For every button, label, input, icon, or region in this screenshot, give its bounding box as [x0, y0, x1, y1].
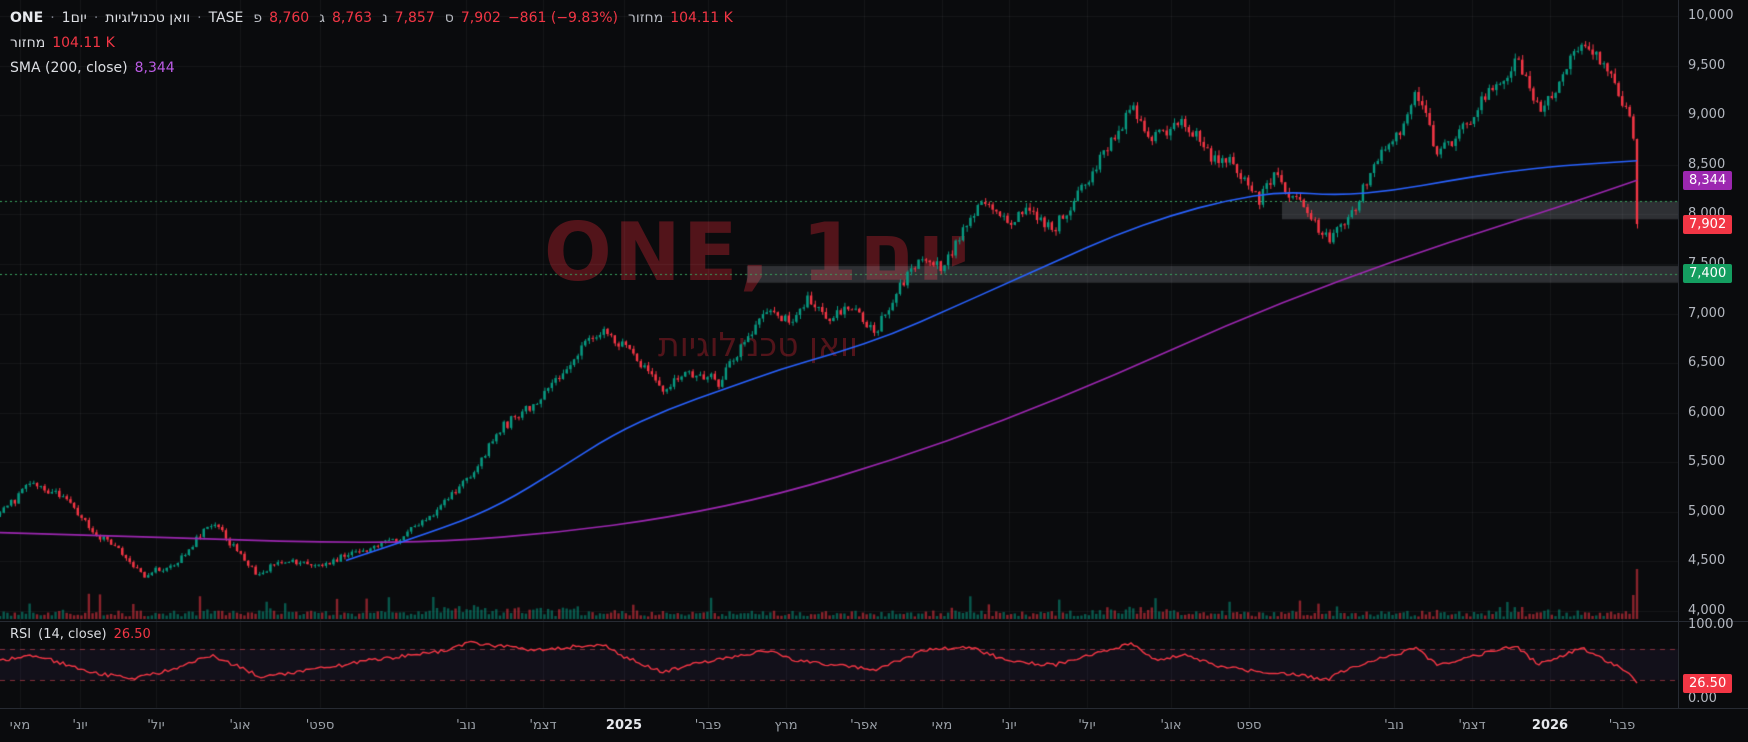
time-axis-month-label: נוב'	[1384, 718, 1404, 733]
rsi-legend-row[interactable]: RSI (14, close) 26.50	[10, 627, 151, 642]
volume-indicator-value: 104.11 K	[52, 34, 115, 51]
close-label: ס	[444, 9, 454, 26]
interval-label: 1יום	[61, 9, 87, 26]
price-tick: 6,500	[1688, 355, 1726, 371]
main-chart-canvas[interactable]	[0, 0, 1678, 742]
volume-label: מחזור	[627, 9, 664, 26]
close-value: 7,902	[460, 9, 501, 26]
symbol-name: ONE	[10, 9, 44, 26]
high-label: ג	[319, 9, 325, 26]
time-axis-month-label: מרץ	[774, 718, 798, 733]
time-axis-month-label: יונ'	[1001, 718, 1017, 733]
price-tick: 4,000	[1688, 603, 1726, 618]
volume-value: 104.11 K	[670, 9, 733, 26]
price-tick: 9,000	[1688, 107, 1726, 123]
time-axis[interactable]: מאי יונ' יול' אוג' ספט' נוב' דצמ' 2025 פבר' מרץ אפ…	[0, 708, 1748, 742]
rsi-scale-tick: 0.00	[1688, 691, 1717, 706]
time-axis-year-label: 2025	[605, 718, 643, 733]
price-tick: 5,000	[1688, 503, 1726, 519]
high-value: 8,763	[331, 9, 373, 26]
open-label: פ	[253, 9, 263, 26]
time-axis-month-label: יונ'	[72, 718, 88, 733]
time-axis-month-label: ספט	[1236, 718, 1262, 733]
price-tick: 6,000	[1688, 404, 1726, 420]
price-tick: 10,000	[1688, 8, 1734, 23]
time-axis-month-label: אוג'	[229, 718, 251, 733]
time-axis-month-label: מאי	[9, 718, 31, 733]
alert-price-label[interactable]: 7,400	[1683, 264, 1733, 284]
volume-legend-row[interactable]: מחזור 104.11 K	[10, 32, 733, 53]
price-tick: 8,500	[1688, 156, 1726, 172]
time-axis-month-label: ספט'	[305, 718, 335, 733]
price-scale[interactable]: 10,0009,5009,0008,5008,0007,5007,0006,50…	[1678, 0, 1748, 708]
rsi-indicator-value: 26.50	[113, 627, 151, 642]
volume-indicator-label: מחזור	[10, 34, 46, 51]
rsi-value-label[interactable]: 26.50	[1683, 673, 1733, 693]
low-value: 7,857	[394, 9, 435, 26]
price-tick: 4,500	[1688, 553, 1726, 569]
time-axis-month-label: דצמ'	[1458, 718, 1486, 733]
sma-price-label[interactable]: 8,344	[1683, 170, 1733, 190]
company-name: וואן טכנולוגיות	[105, 9, 191, 26]
price-tick: 5,500	[1688, 454, 1726, 470]
legend-separator: ·	[50, 9, 55, 26]
time-axis-month-label: פבר'	[1608, 718, 1636, 733]
time-axis-month-label: נוב'	[456, 718, 476, 733]
change-value: −861 (−9.83%)	[507, 9, 618, 26]
time-axis-month-label: מאי	[931, 718, 953, 733]
rsi-indicator-params: (14, close)	[38, 627, 107, 642]
time-axis-month-label: יול'	[1078, 718, 1096, 733]
pane-separator[interactable]	[0, 621, 1748, 622]
price-tick: 7,000	[1688, 305, 1726, 321]
legend-separator: ·	[93, 9, 99, 26]
low-label: נ	[382, 9, 388, 26]
exchange-name: TASE	[208, 9, 244, 26]
time-axis-month-label: אפר'	[850, 718, 878, 733]
last-price-label[interactable]: 7,902	[1683, 214, 1733, 234]
time-axis-month-label: פבר'	[694, 718, 722, 733]
open-value: 8,760	[269, 9, 310, 26]
time-axis-month-label: אוג'	[1160, 718, 1182, 733]
symbol-legend-row[interactable]: ONE · 1יום · וואן טכנולוגיות · TASE פ 8,…	[10, 7, 733, 28]
time-axis-month-label: יול'	[147, 718, 165, 733]
time-axis-year-label: 2026	[1531, 718, 1569, 733]
rsi-scale-tick: 100.00	[1688, 617, 1734, 632]
sma-legend-row[interactable]: SMA (200, close) 8,344	[10, 57, 733, 78]
price-tick: 9,500	[1688, 57, 1726, 73]
sma-indicator-label: SMA (200, close)	[10, 59, 128, 76]
legend-separator: ·	[197, 9, 202, 26]
chart-legend: ONE · 1יום · וואן טכנולוגיות · TASE פ 8,…	[10, 7, 733, 78]
sma-indicator-value: 8,344	[134, 59, 175, 76]
time-axis-month-label: דצמ'	[529, 718, 557, 733]
rsi-indicator-label: RSI	[10, 627, 32, 642]
